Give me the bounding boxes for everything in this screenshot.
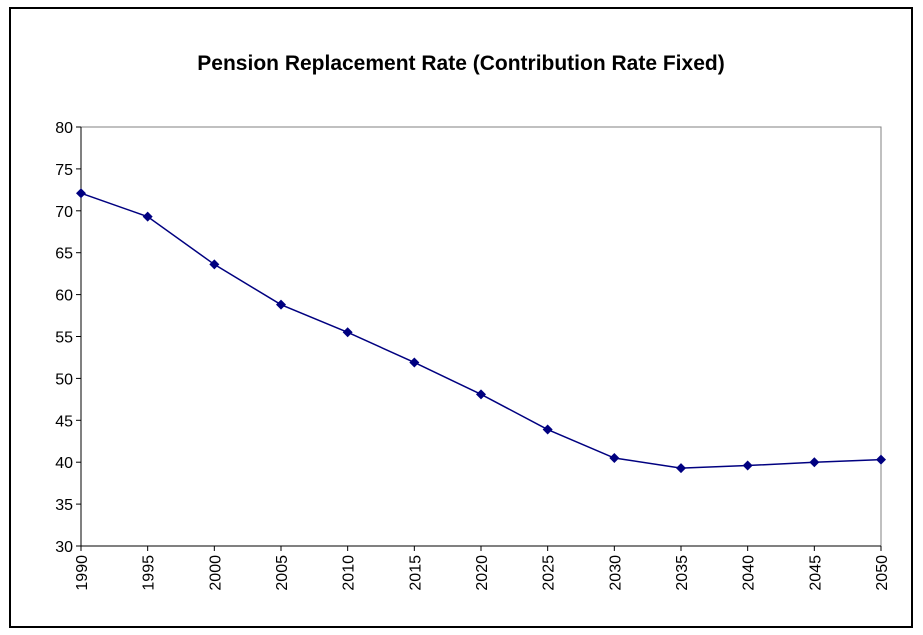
x-tick-label: 2015 — [407, 555, 424, 591]
y-tick-label: 40 — [55, 455, 73, 472]
y-tick-label: 50 — [55, 371, 73, 388]
data-point — [342, 327, 353, 338]
data-point — [876, 454, 886, 465]
x-tick-label: 2040 — [741, 555, 758, 591]
data-point — [476, 389, 486, 400]
data-point — [209, 259, 220, 270]
data-point — [76, 188, 86, 199]
data-point — [676, 463, 686, 474]
data-point — [609, 453, 620, 464]
data-point — [409, 357, 420, 368]
chart-border — [9, 7, 913, 628]
y-tick-label: 35 — [55, 497, 73, 514]
y-tick-label: 30 — [55, 539, 73, 556]
x-tick-label: 1990 — [74, 555, 91, 591]
y-tick-label: 55 — [55, 330, 73, 347]
x-tick-label: 2035 — [674, 555, 691, 591]
data-point — [542, 424, 553, 435]
data-point — [142, 211, 153, 222]
x-tick-label: 2050 — [874, 555, 891, 591]
x-tick-label: 2025 — [541, 555, 558, 591]
chart-title: Pension Replacement Rate (Contribution R… — [197, 52, 724, 75]
y-tick-label: 60 — [55, 288, 73, 305]
data-point — [809, 457, 820, 468]
x-tick-label: 1995 — [141, 555, 158, 591]
y-tick-label: 45 — [55, 413, 73, 430]
y-tick-label: 75 — [55, 162, 73, 179]
x-tick-label: 2020 — [474, 555, 491, 591]
data-point — [276, 299, 286, 310]
data-point — [742, 460, 753, 471]
x-tick-label: 2045 — [807, 555, 824, 591]
x-tick-label: 2000 — [207, 555, 224, 591]
x-tick-label: 2030 — [607, 555, 624, 591]
x-tick-label: 2010 — [341, 555, 358, 591]
y-tick-label: 70 — [55, 204, 73, 221]
x-tick-label: 2005 — [274, 555, 291, 591]
y-tick-label: 65 — [55, 246, 73, 263]
y-tick-label: 80 — [55, 120, 73, 137]
